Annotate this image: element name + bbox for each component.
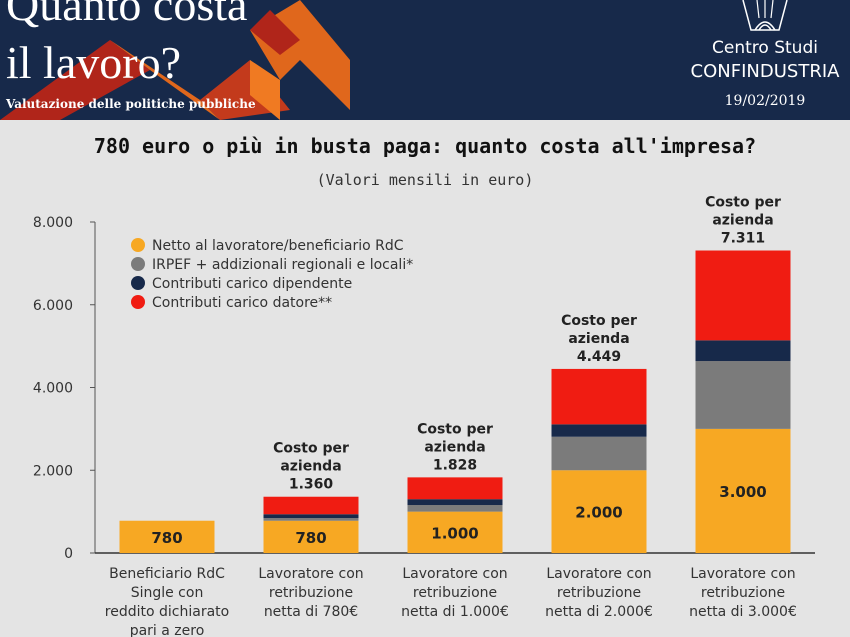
bar-segment-4: [263, 496, 359, 515]
x-category-label: reddito dichiarato: [105, 604, 229, 620]
x-category-label: Lavoratore con: [690, 566, 795, 582]
bar-segment-3: [407, 499, 503, 506]
y-tick-label: 2.000: [33, 463, 73, 479]
bar-segment-1: [119, 520, 215, 553]
legend-label: Contributi carico datore**: [152, 295, 332, 311]
x-category-label: Lavoratore con: [546, 566, 651, 582]
bar-segment-1: [695, 428, 791, 553]
legend-swatch: [131, 238, 145, 252]
bar-segment-1: [551, 470, 647, 553]
y-tick-label: 6.000: [33, 298, 73, 314]
x-category-label: netta di 1.000€: [401, 604, 509, 620]
y-tick-label: 0: [64, 546, 73, 562]
report-date: 19/02/2019: [724, 93, 806, 109]
bar-value-label: 780: [151, 529, 182, 547]
legend-label: Contributi carico dipendente: [152, 276, 352, 292]
bar-value-label: 2.000: [575, 504, 622, 522]
x-category-label: Single con: [131, 585, 204, 601]
total-value-label: 1.828: [433, 457, 477, 473]
total-value-label: 1.360: [289, 477, 334, 493]
x-category-label: Lavoratore con: [258, 566, 363, 582]
x-category-label: retribuzione: [701, 585, 785, 601]
bar-segment-3: [263, 514, 359, 519]
bar-segment-3: [695, 340, 791, 362]
legend-swatch: [131, 276, 145, 290]
bar-segment-2: [263, 518, 359, 521]
x-category-label: netta di 780€: [264, 604, 358, 620]
header-title-line2: il lavoro?: [6, 37, 181, 88]
bar-segment-2: [695, 361, 791, 429]
x-category-label: retribuzione: [269, 585, 353, 601]
chart-subtitle: (Valori mensili in euro): [316, 171, 534, 189]
bar-value-label: 780: [295, 529, 326, 547]
total-value-label: 7.311: [721, 231, 765, 247]
emblem-icon: [742, 0, 788, 31]
bar-segment-4: [407, 477, 503, 500]
bar-segment-1: [407, 511, 503, 553]
total-annotation-line1: Costo per: [417, 421, 493, 437]
header-subtitle: Valutazione delle politiche pubbliche: [6, 97, 256, 111]
org-line2: CONFINDUSTRIA: [690, 61, 840, 82]
legend-label: Netto al lavoratore/beneficiario RdC: [152, 238, 404, 254]
total-annotation-line2: azienda: [280, 459, 341, 475]
total-annotation-line1: Costo per: [561, 313, 637, 329]
bar-segment-4: [551, 368, 647, 425]
legend-label: IRPEF + addizionali regionali e locali*: [152, 257, 413, 273]
x-category-label: retribuzione: [557, 585, 641, 601]
chart-title: 780 euro o più in busta paga: quanto cos…: [93, 134, 757, 158]
report-header: Quanto costa il lavoro? Valutazione dell…: [0, 0, 850, 120]
bar-segment-4: [695, 250, 791, 341]
y-tick-label: 8.000: [33, 215, 73, 231]
x-category-label: retribuzione: [413, 585, 497, 601]
x-category-label: netta di 2.000€: [545, 604, 653, 620]
total-annotation-line2: azienda: [712, 213, 773, 229]
total-value-label: 4.449: [577, 349, 621, 365]
bar-segment-1: [263, 520, 359, 553]
org-line1: Centro Studi: [712, 38, 818, 58]
x-category-label: Lavoratore con: [402, 566, 507, 582]
y-tick-label: 4.000: [33, 381, 73, 397]
header-title-line1: Quanto costa: [6, 0, 248, 30]
total-annotation-line1: Costo per: [705, 195, 781, 211]
x-category-label: netta di 3.000€: [689, 604, 797, 620]
total-annotation-line1: Costo per: [273, 441, 349, 457]
legend-swatch: [131, 295, 145, 309]
decorative-zigzag-graphic: [0, 0, 350, 120]
x-category-label: Beneficiario RdC: [109, 566, 225, 582]
bar-segment-3: [551, 424, 647, 437]
legend-swatch: [131, 257, 145, 271]
x-category-label: pari a zero: [130, 623, 205, 637]
bar-segment-2: [551, 436, 647, 471]
bar-value-label: 1.000: [431, 524, 478, 542]
bar-segment-2: [407, 505, 503, 512]
bar-value-label: 3.000: [719, 483, 766, 501]
total-annotation-line2: azienda: [568, 331, 629, 347]
total-annotation-line2: azienda: [424, 439, 485, 455]
